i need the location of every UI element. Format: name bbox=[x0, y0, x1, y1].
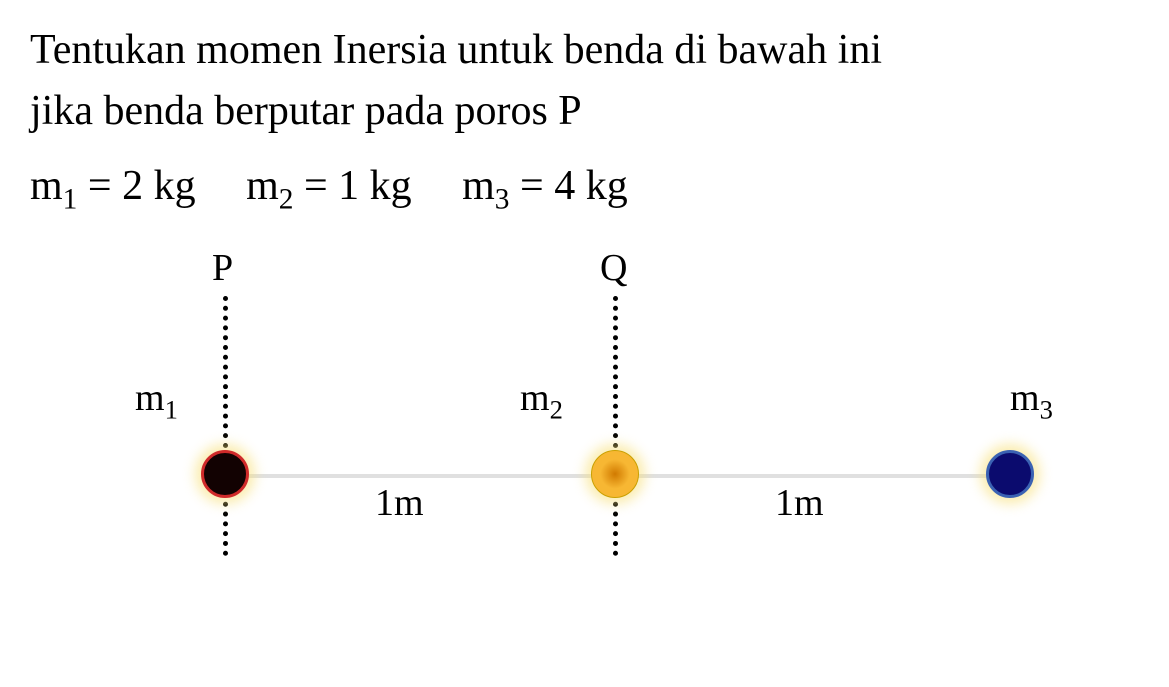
mass-m3 bbox=[986, 450, 1034, 498]
eq-m1-sym: m bbox=[30, 163, 63, 209]
axis-line-q bbox=[613, 296, 618, 556]
problem-line-2: jika benda berputar pada poros P bbox=[30, 81, 1139, 142]
mass-label-m3: m3 bbox=[1010, 376, 1053, 426]
mass-label-m1: m1 bbox=[135, 376, 178, 426]
m2-sub: 2 bbox=[550, 395, 563, 425]
eq-m3-sub: 3 bbox=[495, 183, 510, 215]
eq-m1-sub: 1 bbox=[63, 183, 78, 215]
eq-eq2: = bbox=[293, 163, 338, 209]
m1-sub: 1 bbox=[165, 395, 178, 425]
equation-line: m1 = 2 kg m2 = 1 kg m3 = 4 kg bbox=[30, 162, 1139, 216]
distance-label-1: 1m bbox=[375, 481, 424, 525]
distance-label-2: 1m bbox=[775, 481, 824, 525]
mass-m1 bbox=[201, 450, 249, 498]
eq-eq1: = bbox=[77, 163, 122, 209]
problem-line-1: Tentukan momen Inersia untuk benda di ba… bbox=[30, 20, 1139, 81]
m2-sym: m bbox=[520, 377, 550, 419]
axis-label-p: P bbox=[212, 246, 233, 290]
m1-sym: m bbox=[135, 377, 165, 419]
eq-m3-sym: m bbox=[462, 163, 495, 209]
eq-eq3: = bbox=[510, 163, 555, 209]
eq-m2-sub: 2 bbox=[279, 183, 294, 215]
axis-line-p bbox=[223, 296, 228, 556]
eq-m1-val: 2 kg bbox=[122, 163, 196, 209]
eq-m2-sym: m bbox=[246, 163, 279, 209]
axis-label-q: Q bbox=[600, 246, 627, 290]
eq-m2-val: 1 kg bbox=[338, 163, 412, 209]
mass-label-m2: m2 bbox=[520, 376, 563, 426]
m3-sym: m bbox=[1010, 377, 1040, 419]
physics-diagram: P Q m1 m2 m3 1m 1m bbox=[140, 246, 1100, 576]
mass-m2 bbox=[591, 450, 639, 498]
m3-sub: 3 bbox=[1040, 395, 1053, 425]
eq-m3-val: 4 kg bbox=[554, 163, 628, 209]
